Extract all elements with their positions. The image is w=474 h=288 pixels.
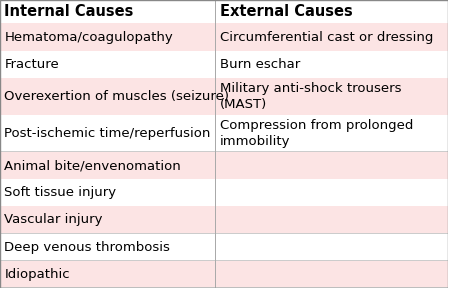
Text: Idiopathic: Idiopathic — [4, 268, 70, 281]
Bar — [0, 115, 448, 152]
Bar — [215, 0, 216, 288]
Bar — [0, 151, 448, 152]
Bar — [0, 206, 448, 234]
Bar — [0, 23, 448, 51]
Text: Hematoma/coagulopathy: Hematoma/coagulopathy — [4, 31, 173, 44]
Bar — [0, 78, 448, 115]
Text: External Causes: External Causes — [219, 4, 352, 19]
Bar — [0, 234, 448, 261]
Bar — [0, 51, 448, 78]
Text: Deep venous thrombosis: Deep venous thrombosis — [4, 241, 170, 254]
Bar — [0, 287, 448, 288]
Text: Animal bite/envenomation: Animal bite/envenomation — [4, 159, 181, 172]
Text: Overexertion of muscles (seizure): Overexertion of muscles (seizure) — [4, 90, 229, 103]
Text: Burn eschar: Burn eschar — [219, 58, 300, 71]
Bar — [0, 23, 448, 24]
Text: Military anti-shock trousers
(MAST): Military anti-shock trousers (MAST) — [219, 82, 401, 111]
Text: Circumferential cast or dressing: Circumferential cast or dressing — [219, 31, 433, 44]
Text: Vascular injury: Vascular injury — [4, 213, 103, 226]
Bar — [0, 152, 448, 179]
Text: Compression from prolonged
immobility: Compression from prolonged immobility — [219, 119, 413, 148]
Bar — [0, 233, 448, 234]
Bar — [0, 0, 448, 23]
Text: Internal Causes: Internal Causes — [4, 4, 134, 19]
Bar — [0, 179, 448, 206]
Bar — [0, 260, 448, 261]
Text: Fracture: Fracture — [4, 58, 59, 71]
Text: Soft tissue injury: Soft tissue injury — [4, 186, 117, 199]
Bar — [0, 261, 448, 288]
Text: Post-ischemic time/reperfusion: Post-ischemic time/reperfusion — [4, 127, 211, 140]
